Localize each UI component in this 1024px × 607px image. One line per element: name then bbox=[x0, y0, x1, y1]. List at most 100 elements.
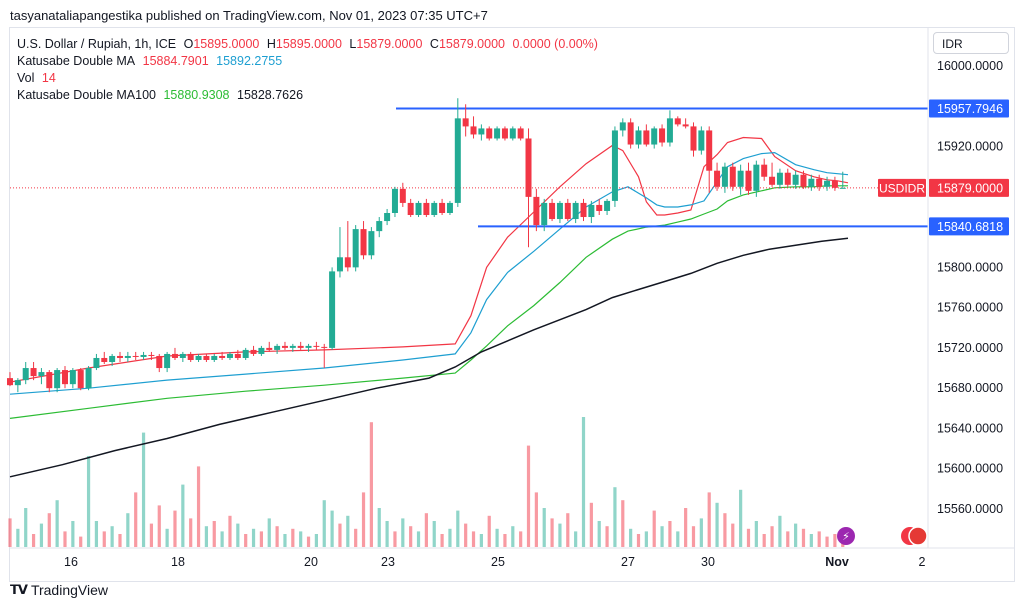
volume-bar bbox=[94, 521, 99, 547]
candle-body bbox=[800, 174, 807, 187]
volume-bar bbox=[8, 518, 12, 547]
volume-bar bbox=[566, 513, 570, 547]
volume-bar bbox=[456, 510, 460, 547]
volume-bar bbox=[809, 534, 813, 547]
volume-bar bbox=[228, 515, 232, 547]
legend-ma100-row[interactable]: Katusabe Double MA100 15880.9308 15828.7… bbox=[17, 87, 602, 104]
candle-body bbox=[588, 204, 595, 218]
candle-body bbox=[116, 355, 123, 358]
volume-bar bbox=[448, 528, 452, 547]
volume-bar bbox=[479, 534, 483, 547]
price-tick-label: 15760.0000 bbox=[937, 301, 1003, 315]
candle-body bbox=[470, 126, 477, 135]
volume-bar bbox=[550, 518, 554, 547]
volume-bar bbox=[605, 526, 609, 547]
volume-bar bbox=[196, 466, 201, 547]
candle-body bbox=[336, 257, 343, 272]
last-price-label: 15879.0000 bbox=[937, 181, 1003, 195]
economic-event-icon[interactable] bbox=[908, 526, 928, 546]
candle-body bbox=[439, 202, 446, 213]
candle-body bbox=[297, 345, 304, 348]
candle-body bbox=[54, 370, 61, 389]
ticker-label-bg bbox=[878, 178, 926, 197]
price-tick-label: 15600.0000 bbox=[937, 462, 1003, 476]
legend-ma-value-2: 15892.2755 bbox=[216, 54, 283, 68]
legend-symbol: U.S. Dollar / Rupiah, 1h, ICE bbox=[17, 37, 177, 51]
volume-bar bbox=[79, 536, 83, 547]
legend-ma-name: Katusabe Double MA bbox=[17, 54, 136, 68]
volume-bar bbox=[684, 508, 688, 547]
candle-body bbox=[376, 221, 383, 232]
candle-body bbox=[706, 130, 713, 171]
legend-ma-row[interactable]: Katusabe Double MA 15884.7901 15892.2755 bbox=[17, 53, 602, 70]
candle-body bbox=[564, 202, 571, 220]
volume-bar bbox=[126, 513, 130, 547]
volume-bar bbox=[267, 518, 271, 547]
volume-bar bbox=[283, 534, 287, 547]
candle-body bbox=[234, 353, 241, 358]
support-price-label-bg bbox=[929, 217, 1009, 236]
volume-bar bbox=[189, 518, 193, 547]
ticker-label: USDIDR bbox=[879, 181, 925, 195]
legend-ma-value-1: 15884.7901 bbox=[142, 54, 209, 68]
price-tick-label: 15800.0000 bbox=[937, 260, 1003, 274]
legend-ma100-value-2: 15828.7626 bbox=[237, 88, 304, 102]
candle-body bbox=[431, 202, 438, 216]
lightning-glyph-icon: ⚡ bbox=[842, 530, 850, 543]
candle-body bbox=[171, 353, 178, 358]
candle-body bbox=[360, 229, 367, 256]
time-tick-label: 2 bbox=[919, 555, 926, 569]
volume-bar bbox=[723, 513, 727, 547]
currency-selector[interactable]: IDR bbox=[933, 32, 1009, 54]
volume-bar bbox=[63, 531, 67, 547]
candle-body bbox=[808, 178, 815, 187]
candle-body bbox=[156, 355, 163, 369]
price-tick-label: 15560.0000 bbox=[937, 502, 1003, 516]
volume-bar bbox=[746, 528, 751, 547]
candle-body bbox=[446, 202, 453, 213]
candle-body bbox=[399, 188, 406, 203]
price-tick-label: 15640.0000 bbox=[937, 421, 1003, 435]
candle-body bbox=[627, 122, 634, 145]
volume-bar bbox=[636, 534, 641, 547]
volume-bar bbox=[86, 456, 91, 547]
legend-vol-row[interactable]: Vol 14 bbox=[17, 70, 602, 87]
candle-body bbox=[643, 130, 650, 145]
candle-body bbox=[46, 372, 53, 389]
volume-bar bbox=[786, 531, 790, 547]
event-icons[interactable]: ⚡ bbox=[837, 526, 928, 546]
candle-body bbox=[478, 128, 485, 135]
volume-bar bbox=[149, 523, 154, 547]
volume-bar bbox=[660, 526, 664, 547]
chart-legend: U.S. Dollar / Rupiah, 1h, ICE O15895.000… bbox=[17, 36, 602, 104]
candle-body bbox=[352, 229, 359, 268]
last-price-label-bg bbox=[929, 178, 1009, 197]
candle-body bbox=[321, 346, 328, 348]
lightning-event-icon[interactable] bbox=[837, 527, 855, 545]
candle-body bbox=[195, 355, 202, 360]
candle-body bbox=[525, 138, 532, 197]
candle-body bbox=[604, 200, 611, 211]
volume-bar bbox=[409, 526, 413, 547]
volume-bar bbox=[244, 534, 248, 547]
candle-body bbox=[93, 357, 100, 369]
legend-change: 0.0000 (0.00%) bbox=[512, 37, 598, 51]
support-price-label: 15840.6818 bbox=[937, 220, 1003, 234]
volume-bar bbox=[338, 523, 342, 547]
legend-symbol-row[interactable]: U.S. Dollar / Rupiah, 1h, ICE O15895.000… bbox=[17, 36, 602, 53]
volume-bar bbox=[794, 523, 798, 547]
time-tick-label: 16 bbox=[64, 555, 78, 569]
candle-body bbox=[509, 128, 516, 139]
volume-bar bbox=[275, 526, 279, 547]
candle-body bbox=[242, 349, 249, 358]
volume-bar bbox=[440, 534, 444, 547]
chart-frame bbox=[9, 27, 1015, 582]
candle-body bbox=[824, 180, 831, 187]
tradingview-logo[interactable]: 𝗧𝗩 TradingView bbox=[10, 582, 108, 598]
publish-info: tasyanataliapangestika published on Trad… bbox=[10, 8, 488, 23]
candle-body bbox=[164, 353, 171, 369]
volume-bar bbox=[707, 492, 711, 547]
volume-bar bbox=[558, 523, 562, 547]
volume-bar bbox=[503, 534, 507, 547]
